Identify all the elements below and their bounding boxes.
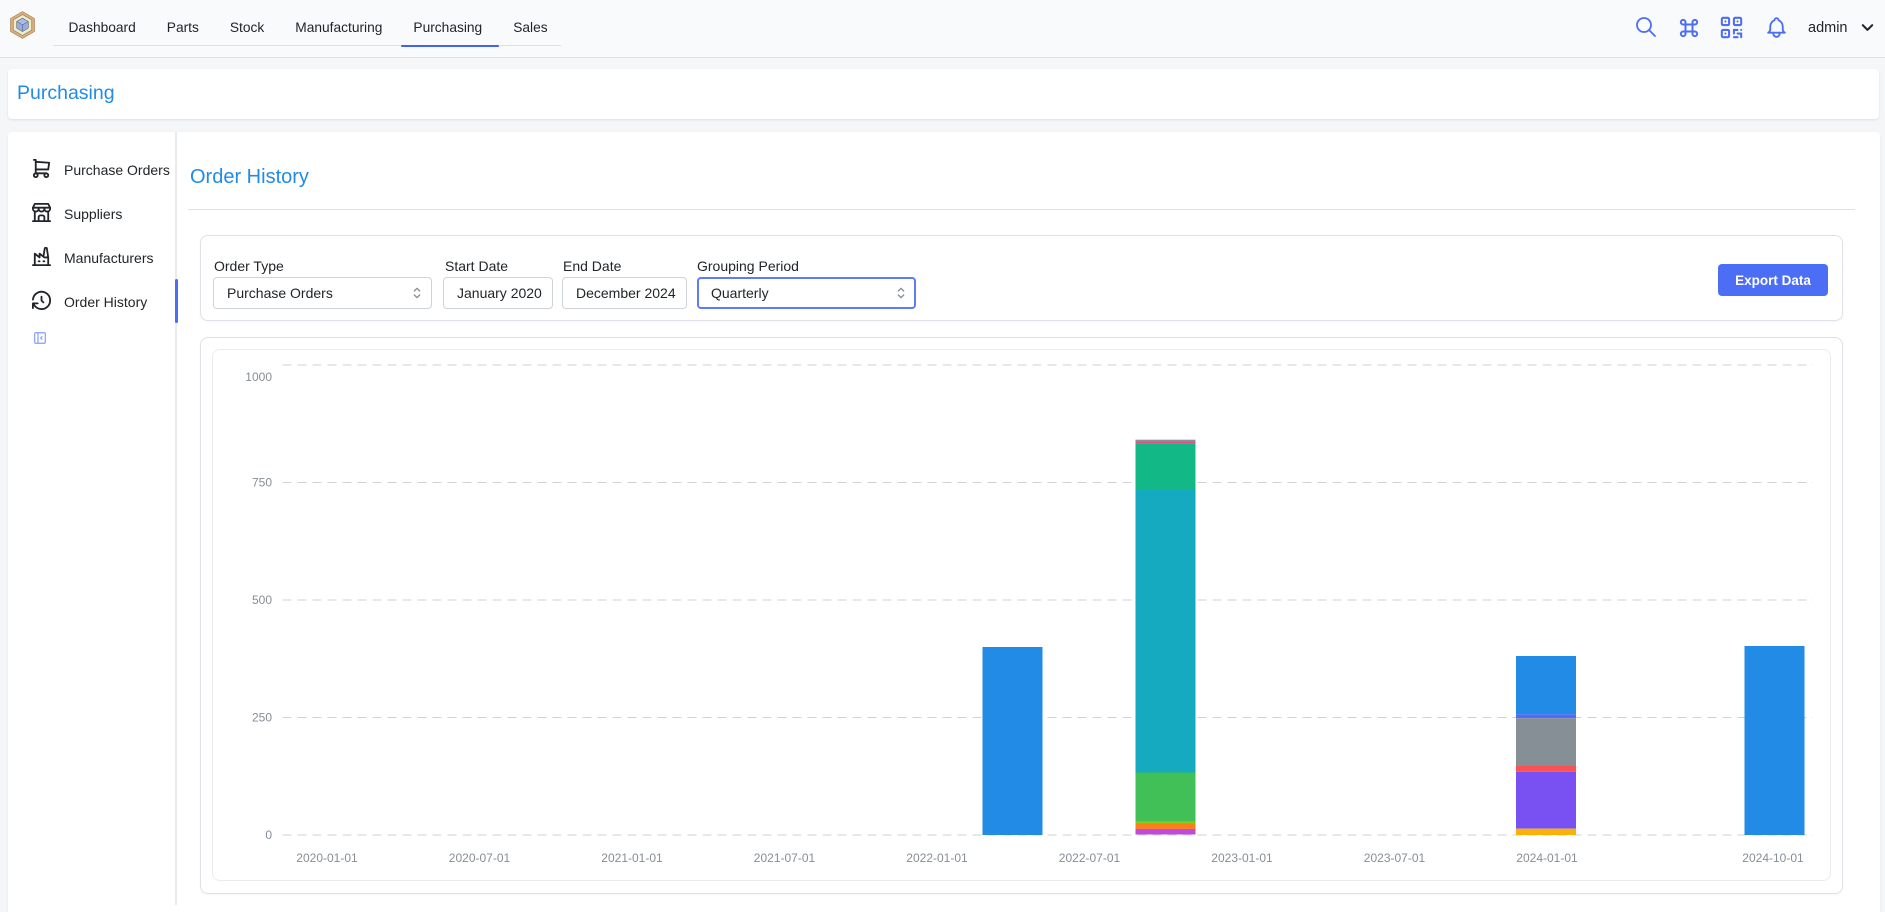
svg-text:2023-01-01: 2023-01-01 [1211, 851, 1273, 865]
svg-text:2020-01-01: 2020-01-01 [296, 851, 358, 865]
svg-text:2021-01-01: 2021-01-01 [601, 851, 663, 865]
svg-text:2024-01-01: 2024-01-01 [1516, 851, 1578, 865]
svg-text:2023-07-01: 2023-07-01 [1364, 851, 1426, 865]
svg-text:500: 500 [252, 593, 272, 607]
svg-text:2024-10-01: 2024-10-01 [1742, 851, 1804, 865]
svg-text:2022-01-01: 2022-01-01 [906, 851, 968, 865]
svg-text:0: 0 [265, 828, 272, 842]
svg-text:250: 250 [252, 711, 272, 725]
svg-text:2022-07-01: 2022-07-01 [1059, 851, 1121, 865]
svg-text:1000: 1000 [245, 370, 272, 384]
svg-text:2021-07-01: 2021-07-01 [754, 851, 816, 865]
svg-text:750: 750 [252, 476, 272, 490]
svg-text:2020-07-01: 2020-07-01 [449, 851, 511, 865]
